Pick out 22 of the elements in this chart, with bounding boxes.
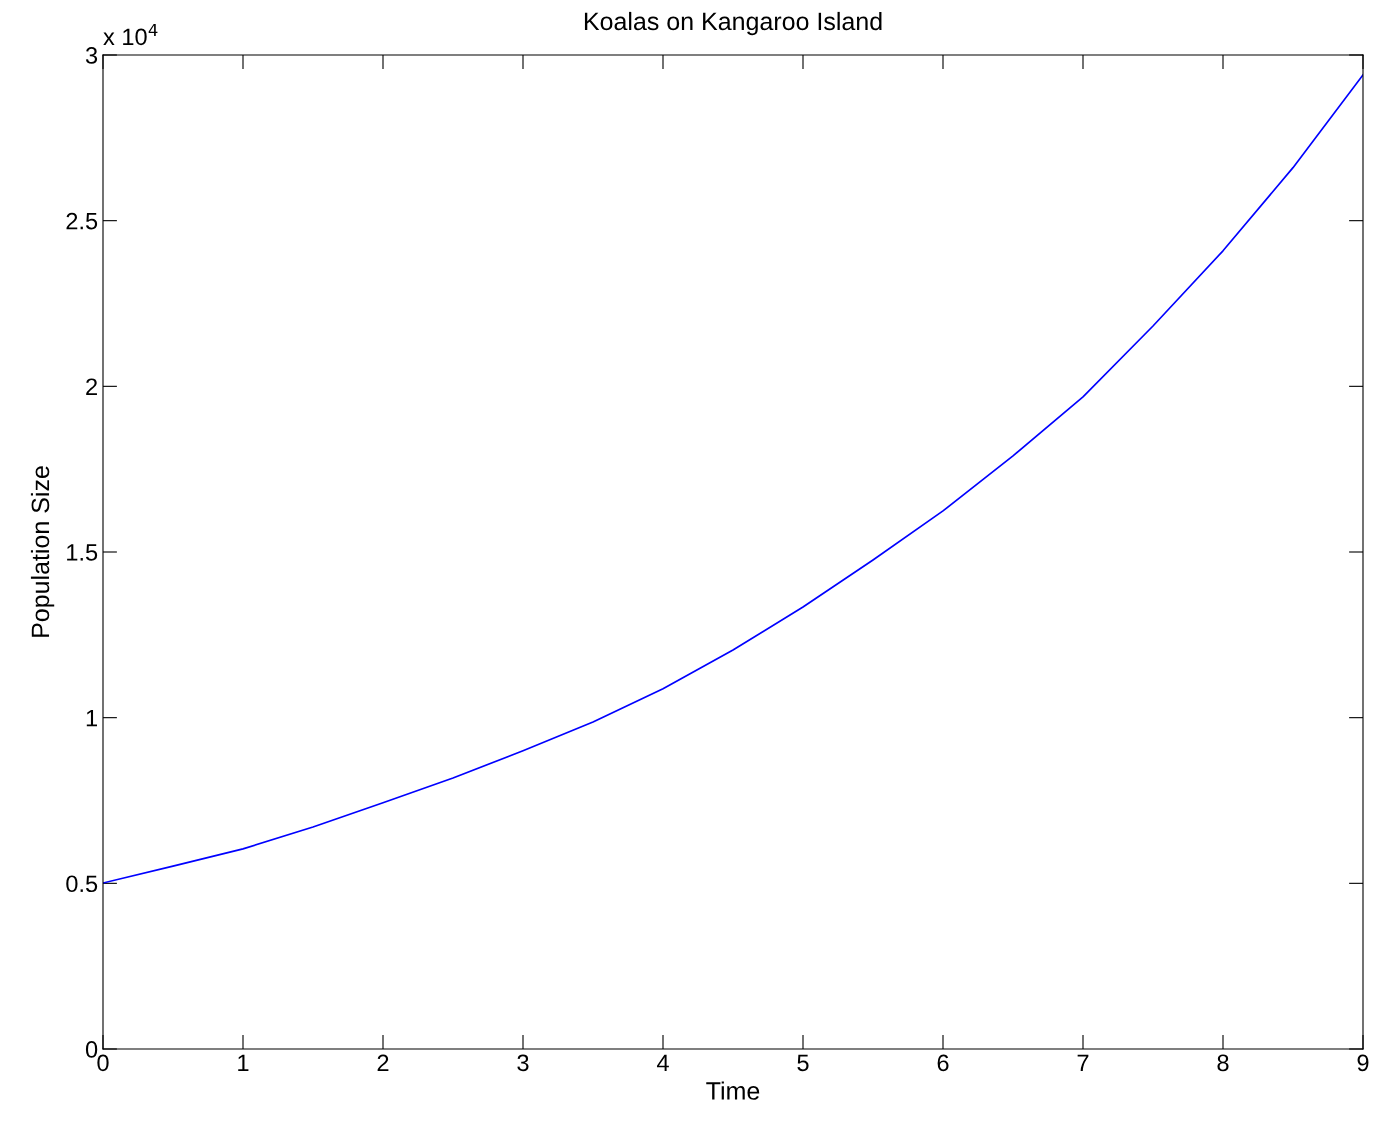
x-tick-label: 5 [797,1054,809,1072]
x-tick-label: 3 [517,1054,529,1072]
x-tick-label: 0 [97,1054,109,1072]
y-axis-title: Population Size [30,466,55,637]
x-tick-label: 7 [1077,1054,1089,1071]
y-tick-label: 1 [86,709,97,727]
x-tick-label: 2 [377,1054,389,1071]
line-series [103,74,1363,884]
x-tick-label: 6 [937,1054,949,1072]
y-tick-label: 1.5 [67,544,98,561]
x-tick-label: 8 [1217,1054,1229,1072]
chart-title: Koalas on Kangaroo Island [584,11,882,36]
y-tick-label: 0 [85,1041,98,1058]
x-tick-label: 1 [238,1054,249,1071]
y-tick-label: 2 [86,378,97,395]
y-tick-label: 0.5 [66,875,98,893]
x-tick-label: 4 [656,1054,669,1071]
x-axis-title: Time [706,1081,760,1100]
text: x 10$^{4}$ [103,23,158,46]
y-tick-label: 2.5 [66,212,98,230]
x-tick-label: 9 [1357,1054,1369,1072]
y-tick-label: 3 [85,47,98,64]
